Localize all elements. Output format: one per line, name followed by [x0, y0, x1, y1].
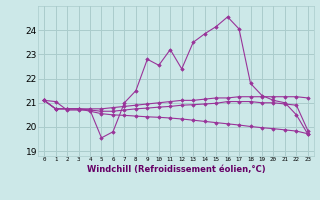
X-axis label: Windchill (Refroidissement éolien,°C): Windchill (Refroidissement éolien,°C)	[87, 165, 265, 174]
